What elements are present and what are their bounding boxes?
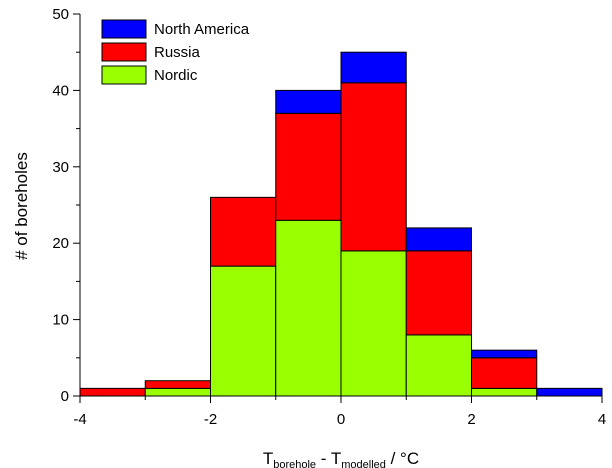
- bar-russia-bin-2: [210, 196, 277, 267]
- x-axis-label: Tborehole - Tmodelled / °C: [263, 449, 419, 468]
- bar-russia-bin-5: [405, 250, 472, 336]
- bar-nordic-bin-4: [340, 250, 407, 397]
- bar-nordic-bin-6: [471, 387, 538, 397]
- y-tick-label: 30: [52, 159, 69, 176]
- bar-nordic-bin-5: [405, 334, 472, 397]
- bar-nordic-bin-1: [144, 387, 211, 397]
- bar-north-america-bin-6: [471, 349, 538, 359]
- x-tick-label: 2: [467, 411, 475, 428]
- bar-north-america-bin-7: [536, 387, 603, 397]
- x-tick-label: 0: [337, 411, 345, 428]
- y-tick-label: 20: [52, 235, 69, 252]
- bar-north-america-bin-3: [275, 89, 342, 114]
- legend-swatch-russia: [101, 42, 147, 62]
- y-axis-label: # of boreholes: [12, 152, 31, 260]
- legend-label-nordic: Nordic: [154, 67, 198, 84]
- y-tick-label: 40: [52, 82, 69, 99]
- legend-label-north-america: North America: [154, 21, 250, 38]
- bar-russia-bin-6: [471, 357, 538, 389]
- legend-label-russia: Russia: [154, 44, 201, 61]
- y-tick-label: 50: [52, 6, 69, 23]
- legend-swatch-nordic: [101, 65, 147, 85]
- legend-swatch-north-america: [101, 19, 147, 39]
- bars-group: [79, 51, 603, 397]
- y-tick-label: 10: [52, 312, 69, 329]
- legend: North America Russia Nordic: [101, 19, 250, 85]
- bar-north-america-bin-5: [405, 227, 472, 252]
- bar-russia-bin-1: [144, 380, 211, 389]
- x-tick-label: -4: [73, 411, 86, 428]
- bar-russia-bin-3: [275, 112, 342, 221]
- x-tick-label: -2: [204, 411, 217, 428]
- bar-russia-bin-4: [340, 82, 407, 252]
- bar-nordic-bin-2: [210, 265, 277, 397]
- bar-nordic-bin-3: [275, 219, 342, 397]
- y-tick-label: 0: [61, 388, 69, 405]
- bar-north-america-bin-4: [340, 51, 407, 84]
- x-tick-label: 4: [598, 411, 606, 428]
- bar-russia-bin-0: [79, 387, 146, 397]
